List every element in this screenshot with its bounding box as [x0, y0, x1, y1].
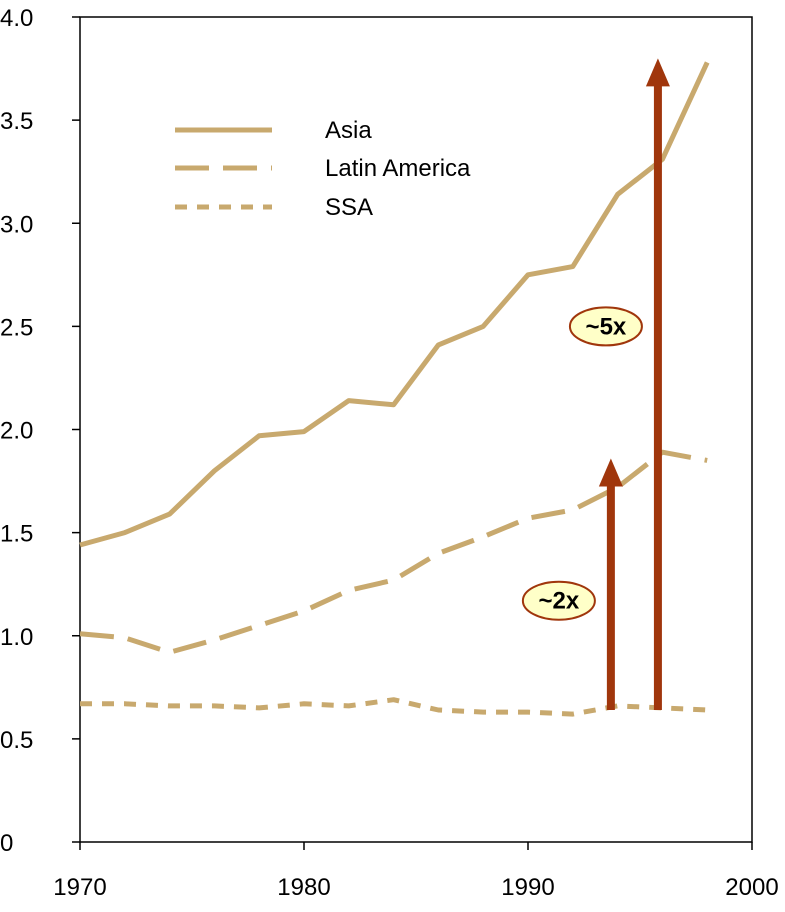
plot-area [79, 16, 753, 843]
annotation-layer: ~5x ~2x [521, 58, 670, 710]
x-tick-label: 1970 [53, 874, 106, 901]
growth-badge-label: ~2x [539, 588, 580, 615]
axis-layer: 0 0.5 1.0 1.5 2.0 2.5 3.0 3.5 4.0 1970 1980 1990 200… [0, 5, 779, 901]
y-tick-label: 1.5 [0, 521, 33, 548]
x-tick-label: 2000 [725, 874, 778, 901]
legend-label: Asia [325, 117, 372, 144]
y-tick-label: 3.0 [0, 211, 33, 238]
growth-arrow-head [645, 58, 670, 87]
growth-badge [568, 306, 643, 347]
growth-badge [521, 580, 596, 621]
series-line-ssa [80, 697, 708, 717]
y-tick-label: 3.5 [0, 108, 33, 135]
series-line-latin-america [79, 449, 708, 655]
series-layer [79, 61, 710, 717]
y-tick-label: 2.0 [0, 418, 33, 445]
legend: Asia Latin America SSA [175, 117, 471, 221]
y-tick-label: 0 [0, 830, 13, 857]
growth-arrow-head [598, 458, 623, 487]
x-tick-label: 1990 [501, 874, 554, 901]
y-tick-label: 2.5 [0, 314, 33, 341]
y-tick-label: 0.5 [0, 727, 33, 754]
series-line-asia [79, 61, 710, 548]
legend-label: Latin America [325, 155, 471, 182]
y-tick-label: 1.0 [0, 624, 33, 651]
x-tick-label: 1980 [277, 874, 330, 901]
y-tick-label: 4.0 [0, 5, 33, 32]
legend-label: SSA [325, 194, 373, 221]
growth-badge-label: ~5x [586, 313, 627, 340]
